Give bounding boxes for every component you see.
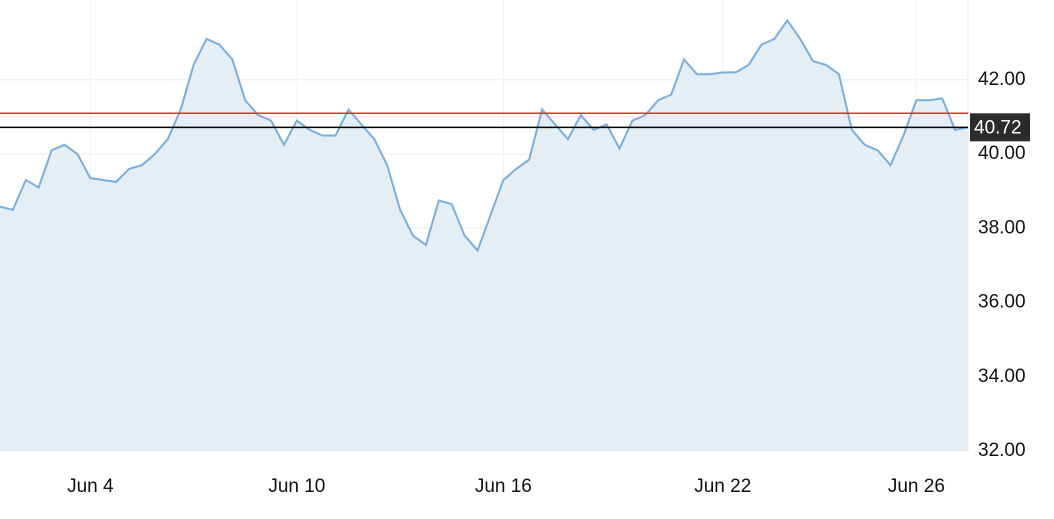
y-tick-label: 38.00 — [978, 217, 1026, 238]
y-tick-label: 36.00 — [978, 292, 1026, 313]
x-tick-label: Jun 16 — [475, 476, 532, 497]
y-tick-label: 42.00 — [978, 69, 1026, 90]
x-tick-label: Jun 4 — [67, 476, 114, 497]
y-tick-label: 32.00 — [978, 440, 1026, 461]
x-tick-label: Jun 22 — [694, 476, 751, 497]
price-line — [0, 18, 969, 253]
y-tick-label: 40.00 — [978, 143, 1026, 164]
x-tick-label: Jun 26 — [888, 476, 945, 497]
x-tick-label: Jun 10 — [268, 476, 325, 497]
last-price-label: 40.72 — [974, 117, 1022, 138]
y-tick-label: 34.00 — [978, 366, 1026, 387]
last-price-box — [970, 113, 1030, 142]
